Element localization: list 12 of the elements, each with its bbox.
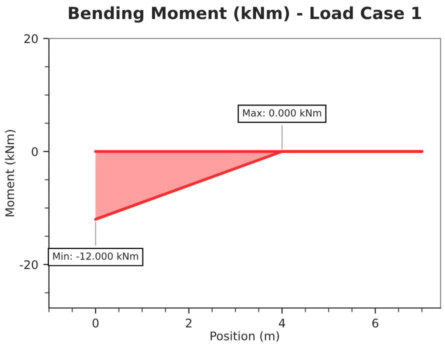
chart-title: Bending Moment (kNm) - Load Case 1: [68, 6, 421, 23]
x-tick-label: 6: [372, 318, 378, 328]
y-axis-title: Moment (kNm): [5, 130, 16, 216]
annotation: Max: 0.000 kNm: [243, 109, 322, 117]
annotation: Min: -12.000 kNm: [53, 252, 138, 260]
x-tick-label: 4: [278, 318, 286, 328]
y-tick-label: -20: [20, 260, 38, 270]
x-tick-label: 0: [92, 318, 99, 328]
y-tick-label: 0: [32, 147, 38, 156]
x-axis-title: Position (m): [210, 331, 279, 342]
y-tick-label: 20: [24, 34, 38, 44]
x-tick-label: 2: [186, 318, 192, 328]
